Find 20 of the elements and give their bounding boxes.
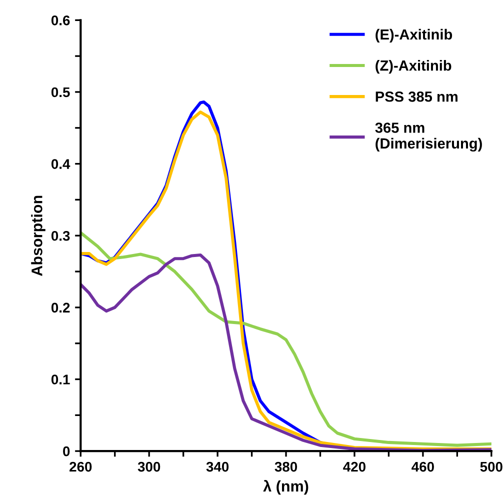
y-tick-label: 0	[63, 446, 70, 456]
x-axis-title: λ (nm)	[263, 480, 308, 495]
x-tick-label: 500	[480, 462, 502, 472]
x-tick-label: 260	[70, 462, 92, 472]
y-axis-title: Absorption	[31, 196, 46, 276]
y-tick-label: 0.4	[51, 159, 70, 169]
y-tick-label: 0.2	[51, 302, 70, 313]
legend-label: (E)-Axitinib	[376, 28, 452, 43]
x-tick-label: 420	[343, 462, 366, 472]
legend-label: 365 nm (Dimerisierung)	[375, 122, 482, 152]
legend-label: PSS 385 nm	[376, 91, 458, 102]
y-tick-label: 0.1	[51, 374, 70, 384]
legend-label: (Z)-Axitinib	[376, 60, 452, 74]
y-tick-label: 0.6	[51, 15, 70, 26]
y-tick-label: 0.5	[51, 87, 70, 98]
x-tick-label: 300	[138, 462, 160, 472]
x-tick-label: 340	[206, 462, 229, 472]
y-tick-label: 0.3	[51, 230, 70, 241]
x-tick-label: 460	[412, 462, 434, 472]
x-tick-label: 380	[274, 462, 298, 472]
